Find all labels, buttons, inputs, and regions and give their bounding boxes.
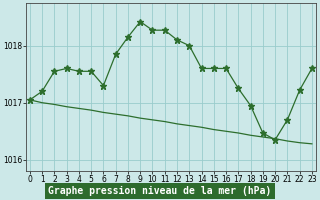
Text: Graphe pression niveau de la mer (hPa): Graphe pression niveau de la mer (hPa) bbox=[48, 186, 272, 196]
